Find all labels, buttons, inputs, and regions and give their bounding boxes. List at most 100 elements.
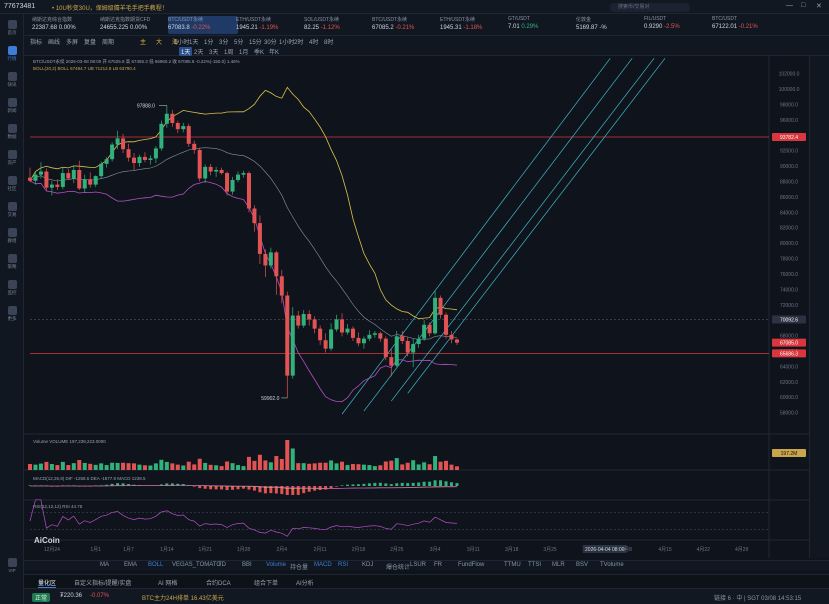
period-button[interactable]: 3天 — [209, 50, 219, 56]
ticker-change: -0.21% — [738, 24, 758, 30]
indicator-tab[interactable]: FundFlow — [458, 562, 485, 568]
indicator-tab[interactable]: LSUR — [410, 562, 427, 568]
minimize-button[interactable]: — — [786, 2, 793, 9]
toolbar-toggle[interactable]: 大 — [156, 40, 163, 46]
toolbar-button[interactable]: 多屏 — [66, 40, 79, 46]
indicator-tab[interactable]: BBI — [242, 562, 252, 568]
account-id[interactable]: 77673481 — [4, 3, 36, 10]
ticker-item[interactable]: SOL/USDT永续 82.25 -1.12% — [304, 16, 374, 34]
bottom-tab[interactable]: 自定义指标/提醒/实盘 — [74, 581, 132, 587]
ticker-item[interactable]: 伦敦金 5169.87 -% — [576, 16, 646, 34]
bottom-tab[interactable]: AI分析 — [296, 581, 314, 587]
sidebar-item[interactable]: 行情 — [0, 46, 24, 62]
period-button[interactable]: 15分 — [249, 40, 262, 46]
period-button[interactable]: 30分 — [264, 40, 277, 46]
indicator-tab[interactable]: BOLL — [148, 562, 164, 568]
period-button[interactable]: 1天 — [179, 47, 193, 56]
bottom-tab[interactable]: 量化区 — [38, 578, 57, 588]
period-button[interactable]: 1天 — [189, 40, 199, 46]
notice-banner[interactable]: • 10U秒变30U，保姆级薅羊毛手把手教程！ — [52, 6, 168, 12]
period-button[interactable]: 季K — [254, 50, 265, 56]
sidebar-item[interactable]: 数据 — [0, 124, 24, 140]
toolbar-button[interactable]: 复盘 — [84, 40, 97, 46]
period-button[interactable]: 1周 — [224, 50, 234, 56]
indicator-tab[interactable]: 爆仓统计 — [386, 565, 411, 571]
ticker-item[interactable]: FIL/USDT 0.9290 -2.5% — [644, 16, 714, 34]
sidebar-item[interactable]: 社区 — [0, 176, 24, 192]
price-axis-label: 102000.0 — [779, 72, 800, 78]
indicator-tab[interactable]: FR — [434, 562, 442, 568]
sidebar-icon — [7, 150, 17, 159]
ticker-item[interactable]: GT/USDT 7.01 0.29% — [508, 16, 578, 34]
ticker-item[interactable]: BTC/USDT永续 67083.8 -0.22% — [168, 16, 238, 34]
candle-body — [449, 334, 454, 340]
indicator-tab[interactable]: EMA — [124, 562, 138, 568]
bottom-tab[interactable]: 组合下单 — [254, 581, 279, 587]
indicator-tab[interactable]: MACD — [314, 562, 332, 568]
period-button[interactable]: 2天 — [194, 50, 204, 56]
indicator-tab[interactable]: MLR — [552, 562, 565, 568]
toolbar-toggle[interactable]: 海 — [172, 40, 179, 46]
period-button[interactable]: 1分 — [204, 40, 214, 46]
sidebar-item[interactable]: 资产 — [0, 150, 24, 166]
right-tool-strip[interactable] — [809, 56, 829, 558]
macd-bar — [121, 483, 125, 486]
toolbar-button[interactable]: 指标 — [30, 40, 43, 46]
date-axis-label: 2月4 — [277, 547, 288, 553]
kline-chart[interactable]: 102000.0100000.098000.096000.094000.0920… — [24, 56, 809, 558]
ticker-change: -1.18% — [463, 25, 483, 31]
volume-bar — [285, 440, 290, 470]
period-button[interactable]: 4时 — [309, 40, 319, 46]
sidebar-item[interactable]: 监控 — [0, 280, 24, 296]
period-button[interactable]: 5分 — [234, 40, 244, 46]
toolbar-button[interactable]: 周期 — [102, 40, 115, 46]
volume-bar — [318, 462, 323, 470]
period-button[interactable]: 1月 — [239, 50, 249, 56]
sidebar-item[interactable]: 群组 — [0, 228, 24, 244]
period-button[interactable]: 2时 — [294, 40, 304, 46]
indicator-tab[interactable]: 持仓量 — [290, 565, 309, 571]
period-button[interactable]: 1小时 — [174, 40, 190, 46]
indicator-tab[interactable]: Volume — [266, 562, 287, 568]
indicator-tab[interactable]: TD — [218, 562, 226, 568]
sidebar-item[interactable]: 新闻 — [0, 98, 24, 114]
maximize-button[interactable]: □ — [801, 2, 806, 9]
indicator-tab[interactable]: TTMU — [504, 562, 521, 568]
indicator-tab[interactable]: TVolume — [600, 562, 624, 568]
sidebar-item[interactable]: 交易 — [0, 202, 24, 218]
close-button[interactable]: ✕ — [816, 3, 822, 10]
ticker-item[interactable]: 纳斯达克综合指数 22387.68 0.00% — [32, 16, 102, 34]
sidebar-item[interactable]: 首页 — [0, 20, 24, 36]
ticker-item[interactable]: ETH/USDT永续 1945.31 -1.18% — [440, 16, 510, 34]
sidebar-item[interactable]: 策略 — [0, 254, 24, 270]
toolbar-toggle[interactable]: 主 — [140, 40, 147, 46]
sidebar-item[interactable]: VIP — [0, 558, 24, 573]
date-axis-label: 3月25 — [543, 547, 557, 553]
indicator-tab[interactable]: KDJ — [362, 562, 374, 568]
indicator-tab[interactable]: VEGAS_TOMATO — [172, 562, 222, 568]
top-bar: 77673481 • 10U秒变30U，保姆级薅羊毛手把手教程！ 搜索币/交易对… — [0, 0, 829, 14]
volume-bar — [372, 466, 377, 470]
ticker-item[interactable]: BTC/USDT 67122.01 -0.21% — [712, 16, 782, 34]
sidebar-item[interactable]: 快讯 — [0, 72, 24, 88]
ticker-item[interactable]: ETH/USDT永续 1945.21 -1.19% — [236, 16, 306, 34]
volume-bar — [334, 463, 339, 470]
ticker-item[interactable]: BTC/USDT永续 67085.2 -0.21% — [372, 16, 442, 34]
period-button[interactable]: 1小时 — [279, 40, 295, 46]
bottom-tab[interactable]: AI 网格 — [158, 581, 178, 587]
sidebar-item[interactable]: 更多 — [0, 306, 24, 322]
chart-area[interactable]: 102000.0100000.098000.096000.094000.0920… — [24, 56, 809, 558]
indicator-tab[interactable]: MA — [100, 562, 109, 568]
status-news[interactable]: BTC主力24H排单 16.43亿美元 — [142, 596, 224, 602]
period-button[interactable]: 3分 — [219, 40, 229, 46]
search-input[interactable]: 搜索币/交易对 — [610, 3, 690, 12]
price-tag-label: 93782.4 — [780, 135, 798, 141]
bottom-tab[interactable]: 合约DCA — [206, 581, 231, 587]
indicator-tab[interactable]: TTSI — [528, 562, 541, 568]
toolbar-button[interactable]: 画线 — [48, 40, 61, 46]
indicator-tab[interactable]: BSV — [576, 562, 589, 568]
period-button[interactable]: 8时 — [324, 40, 334, 46]
indicator-tab[interactable]: RSI — [338, 562, 349, 568]
ticker-item[interactable]: 纳斯达克指数期货CFD 24655.225 0.00% — [100, 16, 170, 34]
period-button[interactable]: 年K — [269, 50, 280, 56]
